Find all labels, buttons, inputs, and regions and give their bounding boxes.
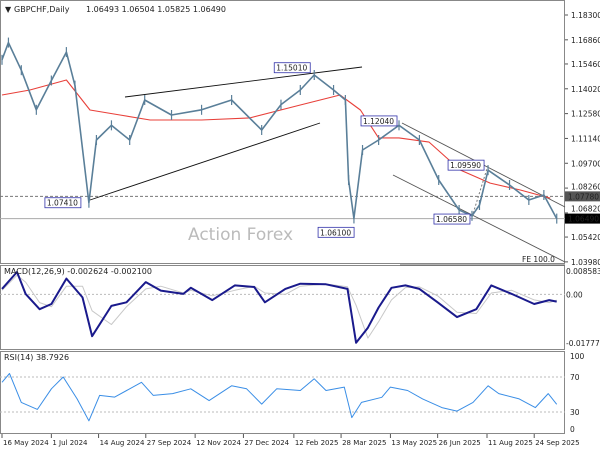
macd-axis-label: -0.017773: [566, 339, 600, 348]
date-axis-label: 27 Sep 2024: [147, 439, 192, 447]
price-annotation-label: 1.12040: [363, 117, 394, 126]
price-axis-label: 1.12580: [571, 110, 600, 119]
rsi-layer: 100 70 30 0: [0, 352, 585, 434]
rsi-axis-label: 100: [570, 352, 585, 361]
macd-title: MACD(12,26,9) -0.002624 -0.002100: [4, 267, 152, 276]
current-price-tag-label: 1.06490: [568, 215, 599, 224]
macd-layer: 0.008583 0.00 -0.017773: [0, 267, 600, 348]
price-axis-label: 1.03980: [571, 258, 600, 267]
date-axis-label: 14 Aug 2024: [100, 439, 145, 447]
price-axis-label: 1.16860: [571, 36, 600, 45]
price-axis-label: 1.08260: [571, 182, 600, 191]
rsi-title: RSI(14) 38.7926: [4, 353, 69, 362]
trendline: [392, 174, 566, 263]
current-price-tag: [565, 213, 600, 224]
trendline: [124, 66, 363, 98]
date-axis: 16 May 2024 1 Jul 2024 14 Aug 2024 27 Sep 2…: [1, 434, 580, 447]
price-annotation-box: [447, 159, 485, 171]
main-panel-frame: [0, 0, 565, 264]
moving-average-line: [1, 79, 551, 199]
main-price-layer: 1.18300 1.16860 1.15460 1.14020 1.12580 1.111…: [0, 11, 600, 267]
price-axis-label: 1.05420: [571, 233, 600, 242]
macd-axis-label: 0.008583: [566, 267, 600, 276]
date-axis-label: 24 Sep 2025: [535, 439, 579, 447]
price-annotation-box: [433, 213, 471, 225]
watermark: Action Forex: [188, 225, 293, 245]
price-annotation-box: [44, 197, 82, 209]
rsi-line: [1, 373, 558, 422]
date-axis-label: 28 Mar 2025: [342, 439, 386, 447]
price-annotation-label: 1.07410: [47, 199, 78, 208]
rsi-axis-label: 70: [570, 373, 580, 382]
macd-signal-line: [1, 274, 557, 339]
date-axis-label: 26 Jun 2025: [439, 439, 481, 447]
price-annotation-box: [360, 115, 398, 127]
rsi-axis-label: 0: [570, 425, 575, 434]
date-axis-label: 13 May 2025: [391, 439, 437, 447]
ohlc-readout: 1.06493 1.06504 1.05825 1.06490: [86, 5, 226, 14]
price-annotation-box: [273, 62, 311, 74]
price-annotation-label: 1.06580: [436, 215, 467, 224]
price-axis-label: 1.15460: [571, 60, 600, 69]
price-annotation-label: 1.06100: [320, 228, 351, 237]
chart-title: GBPCHF,Daily: [14, 5, 70, 14]
price-axis-label: 1.11140: [571, 134, 600, 143]
price-axis-label: 1.18300: [571, 11, 600, 20]
price-annotation-box: [317, 226, 355, 238]
rsi-panel-frame: [0, 351, 565, 434]
price-axis-label: 1.06820: [571, 205, 600, 214]
price-annotation-label: 1.09590: [450, 161, 481, 170]
price-annotation-label: 1.15010: [276, 64, 307, 73]
level-tag-label: 1.07780: [568, 192, 599, 201]
date-axis-label: 27 Dec 2024: [244, 439, 289, 447]
date-axis-label: 16 May 2024: [3, 439, 49, 447]
level-tag: [565, 191, 600, 202]
date-axis-label: 12 Nov 2024: [196, 439, 241, 447]
symbol-dropdown-arrow-icon[interactable]: ▼: [5, 5, 12, 14]
fibo-line: [471, 165, 489, 218]
date-axis-label: 1 Jul 2024: [52, 439, 88, 447]
fe-label: FE 100.0: [522, 255, 555, 264]
macd-axis-label: 0.00: [566, 290, 583, 299]
price-axis-label: 1.09700: [571, 159, 600, 168]
price-axis-label: 1.14020: [571, 85, 600, 94]
macd-line: [1, 271, 557, 344]
rsi-axis-label: 30: [570, 408, 580, 417]
macd-panel-frame: [0, 265, 565, 350]
trendline: [89, 122, 321, 201]
date-axis-label: 11 Aug 2025: [488, 439, 533, 447]
price-line: [1, 41, 558, 220]
date-axis-label: 12 Feb 2025: [295, 439, 339, 447]
